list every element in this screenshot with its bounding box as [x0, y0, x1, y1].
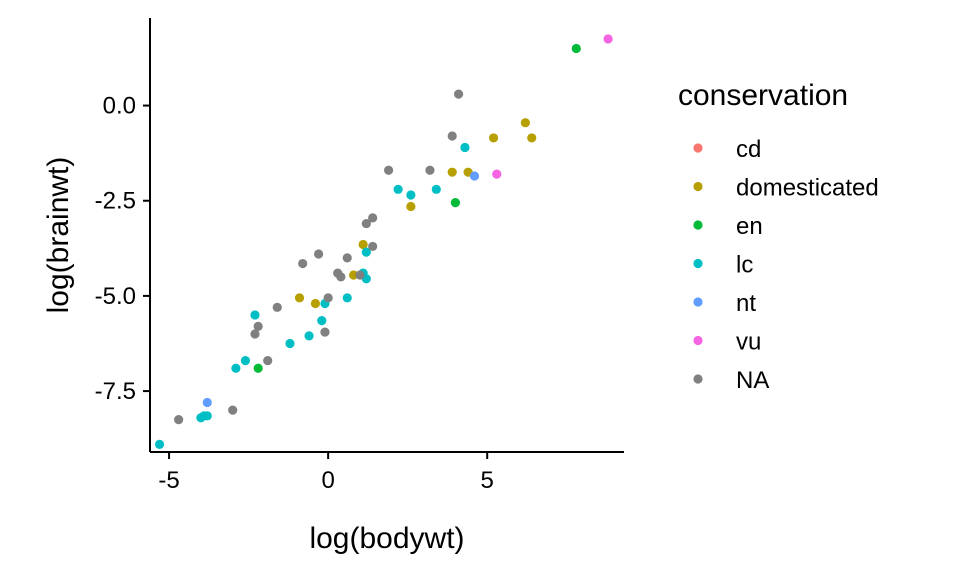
y-tick-label: -2.5: [95, 188, 136, 215]
point-domesticated: [358, 239, 368, 250]
point-lc: [406, 190, 416, 200]
point-domesticated: [348, 270, 359, 280]
y-tick-label: -7.5: [95, 378, 136, 405]
plot-points: [154, 34, 613, 449]
y-tick-label: -5.0: [95, 283, 136, 310]
point-lc: [460, 142, 470, 153]
point-na: [342, 253, 352, 263]
point-na: [272, 302, 282, 312]
legend-label-vu: vu: [736, 329, 761, 356]
legend-key-na: [693, 374, 703, 384]
point-domesticated: [406, 201, 416, 212]
x-tick-label: 5: [481, 467, 494, 494]
y-tick-label: 0.0: [103, 93, 136, 120]
point-lc: [361, 247, 371, 257]
legend-label-en: en: [736, 213, 763, 240]
point-na: [336, 272, 346, 282]
point-vu: [492, 169, 502, 179]
x-axis-ticks: -5 0 5: [158, 452, 494, 494]
point-na: [368, 213, 378, 223]
point-lc: [202, 411, 212, 421]
point-domesticated: [488, 133, 499, 143]
legend-label-cd: cd: [736, 136, 761, 163]
legend-items: cd domesticated en lc nt vu NA: [693, 136, 879, 394]
legend-label-lc: lc: [736, 252, 753, 279]
point-na: [250, 329, 260, 339]
point-na: [355, 270, 365, 280]
point-na: [320, 327, 330, 337]
point-na: [323, 293, 333, 303]
legend-label-domesticated: domesticated: [736, 175, 879, 202]
point-domesticated: [447, 167, 457, 177]
point-na: [298, 258, 308, 269]
point-lc: [431, 184, 441, 194]
point-lc: [154, 439, 165, 449]
point-na: [314, 249, 324, 259]
x-tick-label: 0: [321, 467, 334, 494]
legend: conservation cd domesticated en lc nt vu NA: [678, 79, 879, 394]
point-lc: [285, 338, 295, 349]
legend-key-domesticated: [693, 181, 703, 192]
point-en: [571, 43, 581, 54]
point-nt: [469, 171, 480, 181]
point-lc: [342, 293, 352, 303]
point-domesticated: [294, 293, 305, 303]
point-na: [368, 241, 378, 252]
point-lc: [240, 356, 251, 366]
x-axis-title: log(bodywt): [309, 522, 464, 555]
point-en: [253, 363, 263, 373]
point-domesticated: [520, 118, 530, 128]
point-lc: [250, 310, 260, 320]
legend-label-na: NA: [736, 367, 769, 394]
point-lc: [231, 363, 241, 373]
point-na: [447, 131, 457, 141]
point-en: [450, 198, 460, 208]
point-domesticated: [527, 133, 537, 143]
y-axis-ticks: 0.0 -2.5 -5.0 -7.5: [95, 93, 150, 405]
legend-key-cd: [693, 143, 703, 153]
point-na: [453, 89, 464, 99]
point-vu: [603, 34, 613, 44]
legend-key-vu: [693, 335, 703, 346]
legend-key-nt: [693, 297, 703, 307]
point-na: [425, 165, 435, 175]
point-na: [174, 415, 184, 425]
point-lc: [393, 184, 403, 194]
point-nt: [202, 397, 212, 408]
point-na: [253, 321, 263, 331]
legend-key-lc: [693, 258, 703, 269]
x-tick-label: -5: [158, 467, 179, 494]
legend-title: conservation: [678, 79, 848, 112]
point-na: [263, 356, 273, 366]
legend-key-en: [693, 220, 703, 230]
point-domesticated: [310, 298, 321, 309]
point-na: [383, 165, 394, 175]
point-lc: [304, 331, 314, 341]
point-lc: [317, 316, 327, 326]
point-na: [361, 218, 371, 229]
y-axis-title: log(brainwt): [42, 157, 75, 314]
point-na: [228, 405, 238, 415]
legend-label-nt: nt: [736, 290, 756, 317]
